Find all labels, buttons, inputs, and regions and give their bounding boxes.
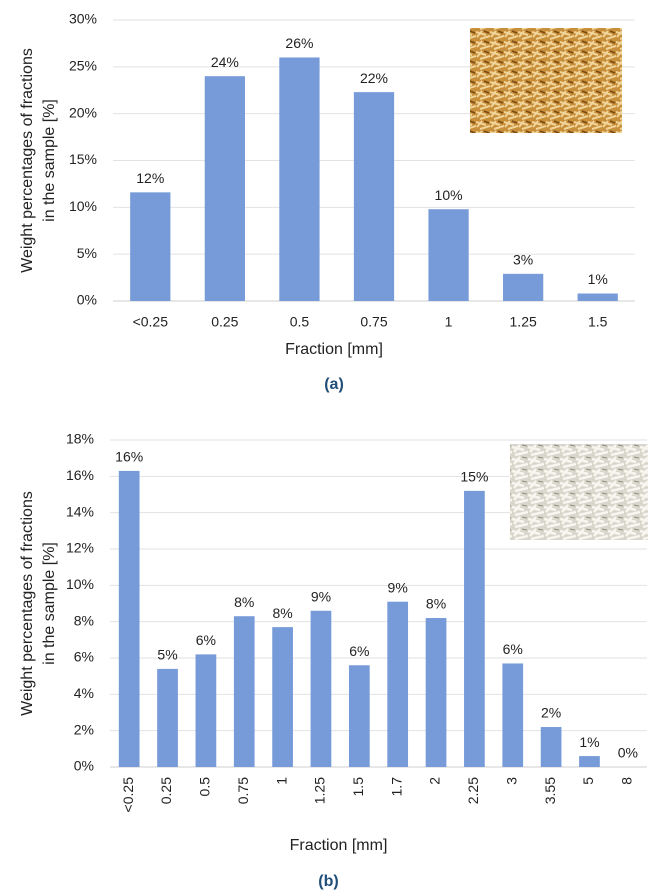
x-tick-label: 1.5	[588, 314, 608, 330]
bar	[428, 209, 469, 301]
y-axis-title: in the sample [%]	[41, 99, 58, 222]
x-tick-label: 2	[427, 777, 443, 785]
value-label: 8%	[272, 605, 292, 621]
bar	[157, 668, 178, 767]
value-label: 6%	[196, 632, 216, 648]
value-label: 1%	[588, 271, 608, 287]
y-axis-title: in the sample [%]	[41, 542, 58, 665]
value-label: 26%	[285, 35, 313, 51]
value-label: 6%	[349, 643, 369, 659]
value-label: 16%	[115, 449, 143, 465]
y-tick-label: 30%	[69, 11, 97, 27]
bar	[353, 92, 395, 301]
value-label: 22%	[360, 70, 388, 86]
y-tick-label: 2%	[74, 721, 94, 737]
y-tick-label: 25%	[69, 58, 97, 74]
bar	[502, 663, 524, 767]
bar	[204, 76, 245, 301]
x-tick-label: 5	[580, 777, 596, 785]
x-tick-label: 1.25	[510, 314, 537, 330]
bar	[130, 192, 171, 301]
bar	[464, 490, 485, 767]
y-tick-label: 12%	[66, 540, 94, 556]
x-tick-label: 1.5	[350, 777, 366, 797]
x-tick-label: 0.75	[235, 777, 251, 804]
value-label: 2%	[541, 705, 561, 721]
y-tick-label: 15%	[69, 151, 97, 167]
x-tick-label: 0.25	[211, 314, 238, 330]
caption: (a)	[324, 376, 344, 393]
x-tick-label: 0.75	[360, 314, 387, 330]
value-label: 10%	[435, 187, 463, 203]
x-tick-label: 1	[445, 314, 453, 330]
x-tick-label: 1.7	[388, 777, 404, 797]
value-label: 5%	[157, 647, 177, 663]
y-tick-label: 10%	[66, 576, 94, 592]
x-tick-label: 8	[619, 777, 635, 785]
value-label: 3%	[513, 252, 533, 268]
x-tick-label: 2.25	[465, 777, 481, 804]
value-label: 12%	[136, 170, 164, 186]
value-label: 1%	[579, 734, 599, 750]
bar	[310, 610, 332, 767]
bar	[503, 273, 544, 301]
x-tick-label: 0.5	[290, 314, 310, 330]
y-tick-label: 20%	[69, 104, 97, 120]
value-label: 8%	[426, 596, 446, 612]
y-axis-title: Weight percentages of fractions	[19, 48, 36, 273]
y-tick-label: 0%	[74, 758, 94, 774]
value-label: 9%	[388, 579, 408, 595]
x-tick-label: 1.25	[312, 777, 328, 804]
y-tick-label: 8%	[74, 612, 94, 628]
sample-photo	[470, 28, 622, 133]
bar	[195, 654, 217, 767]
y-tick-label: 18%	[66, 431, 94, 447]
bar	[272, 627, 293, 767]
value-label: 6%	[503, 641, 523, 657]
x-tick-label: 3	[503, 777, 519, 785]
bar	[425, 618, 447, 767]
x-tick-label: 0.25	[158, 777, 174, 804]
y-tick-label: 5%	[77, 245, 97, 261]
y-tick-label: 10%	[69, 198, 97, 214]
y-tick-label: 0%	[77, 292, 97, 308]
y-tick-label: 14%	[66, 503, 94, 519]
bar	[579, 756, 600, 767]
sample-photo	[510, 444, 648, 540]
y-tick-label: 4%	[74, 685, 94, 701]
y-tick-label: 6%	[74, 649, 94, 665]
x-tick-label: <0.25	[133, 314, 169, 330]
bar	[118, 470, 140, 767]
bar	[279, 57, 320, 301]
bar	[233, 616, 255, 767]
bar	[387, 601, 409, 767]
bar	[577, 293, 618, 301]
value-label: 0%	[618, 745, 638, 761]
x-tick-label: 1	[273, 777, 289, 785]
value-label: 9%	[311, 588, 331, 604]
value-label: 15%	[460, 469, 488, 485]
bar	[348, 665, 370, 767]
x-tick-label: 3.55	[542, 777, 558, 804]
y-axis-title: Weight percentages of fractions	[19, 491, 36, 716]
y-tick-label: 16%	[66, 467, 94, 483]
bar	[540, 727, 562, 767]
x-tick-label: 0.5	[197, 777, 213, 797]
caption: (b)	[318, 873, 338, 890]
x-axis-title: Fraction [mm]	[285, 341, 383, 358]
x-tick-label: <0.25	[120, 777, 136, 813]
value-label: 24%	[211, 54, 239, 70]
x-axis-title: Fraction [mm]	[290, 837, 388, 854]
value-label: 8%	[234, 594, 254, 610]
